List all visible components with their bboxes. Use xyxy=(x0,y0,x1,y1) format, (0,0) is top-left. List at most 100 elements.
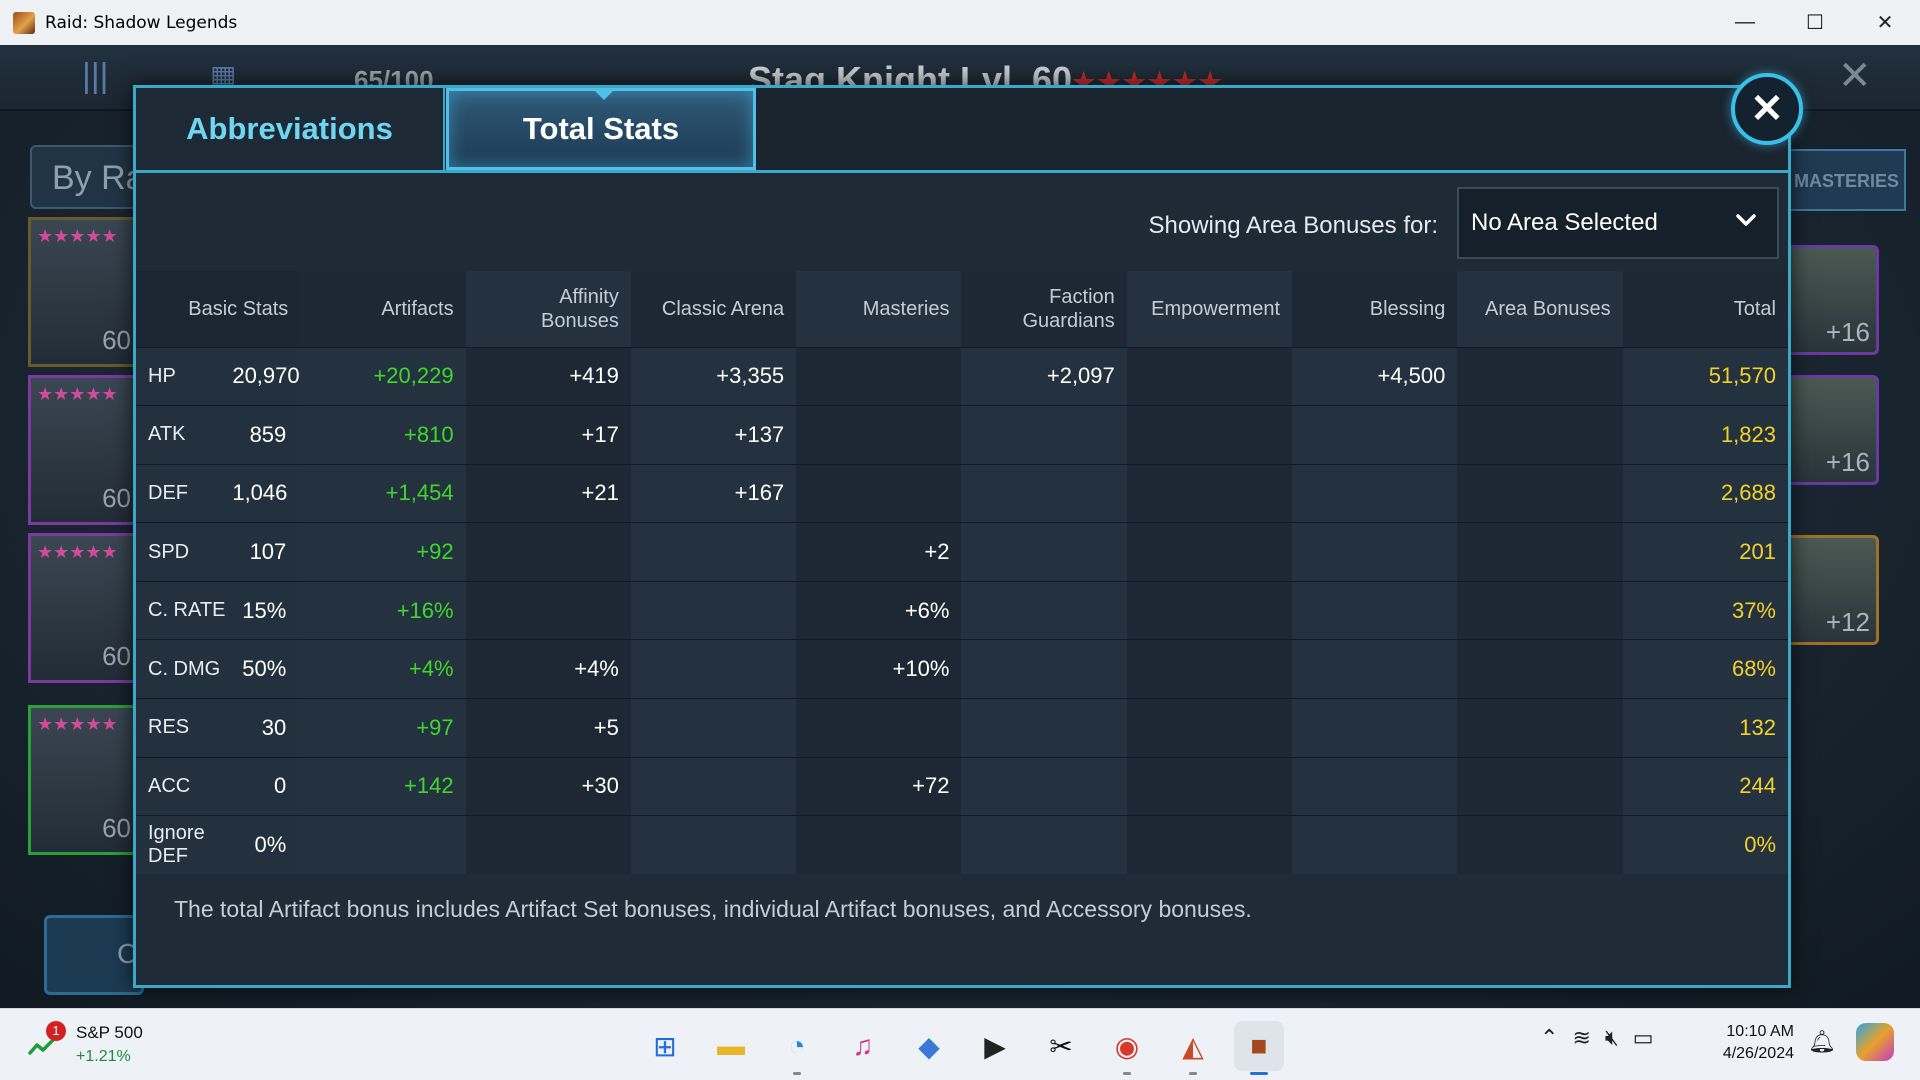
stat-affinity-cell: +17 xyxy=(465,405,631,465)
plarium-play-icon[interactable]: ◭ xyxy=(1168,1021,1218,1075)
itunes-icon[interactable]: ♫ xyxy=(838,1021,888,1071)
gear-level: +16 xyxy=(1825,317,1870,347)
stat-affinity-cell xyxy=(465,815,631,875)
tab-total-stats[interactable]: Total Stats xyxy=(446,88,756,170)
column-header: Blessing xyxy=(1292,271,1458,347)
stat-masteries-cell xyxy=(796,815,962,875)
champion-card[interactable]: ★★★★★ 60 xyxy=(28,705,138,855)
capcut-icon[interactable]: ✂ xyxy=(1036,1021,1086,1071)
stat-name: ACC xyxy=(136,756,233,816)
windows-start-icon[interactable]: ⊞ xyxy=(640,1021,690,1071)
itunes-icon-glyph: ♫ xyxy=(852,1030,874,1061)
file-explorer-icon[interactable]: ▬ xyxy=(706,1021,756,1071)
stat-area-cell xyxy=(1457,522,1623,582)
card-level: 60 xyxy=(102,325,131,355)
sort-by-rank[interactable]: By Ra xyxy=(30,145,150,209)
window-title: Raid: Shadow Legends xyxy=(45,12,238,33)
stat-total-cell: 2,688 xyxy=(1622,463,1788,523)
stat-masteries-cell: +10% xyxy=(796,639,962,699)
stat-masteries-cell: +2 xyxy=(796,522,962,582)
minimize-button[interactable]: — xyxy=(1735,11,1755,33)
stat-empowerment-cell xyxy=(1126,580,1293,640)
bottom-left-button[interactable]: C xyxy=(44,915,144,995)
gear-slot[interactable]: +16 xyxy=(1784,245,1879,355)
stat-name: ATK xyxy=(136,405,233,465)
stock-chart-icon xyxy=(28,1035,56,1063)
stock-widget[interactable]: 1 S&P 500 +1.21% xyxy=(28,1021,158,1071)
menu-bars-icon[interactable]: ||| xyxy=(82,57,109,95)
stat-affinity-cell: +21 xyxy=(465,463,631,523)
taskbar: 1 S&P 500 +1.21% ⊞ ▬ ◔ ♫ ◆ ▶ ✂ ◉ ◭ ■ ⌃ ≋ 🔇︎ ▭ 10:… xyxy=(0,1008,1920,1080)
tray-chevron-up-icon[interactable]: ⌃ xyxy=(1540,1025,1559,1050)
game-launcher-icon[interactable]: ◆ xyxy=(904,1021,954,1071)
taskbar-clock[interactable]: 10:10 AM 4/26/2024 xyxy=(1714,1021,1794,1065)
stat-total-cell: 244 xyxy=(1622,756,1788,816)
stat-faction-cell xyxy=(961,522,1127,582)
gear-slot[interactable]: +12 xyxy=(1784,535,1879,645)
stock-change: +1.21% xyxy=(76,1048,131,1065)
tab-total-stats-label: Total Stats xyxy=(522,111,680,146)
copilot-icon[interactable] xyxy=(1856,1023,1894,1061)
area-select-dropdown[interactable]: No Area Selected xyxy=(1457,187,1779,259)
system-tray: ⌃ ≋ 🔇︎ ▭ xyxy=(1540,1025,1654,1051)
stat-name: C. DMG xyxy=(136,639,233,699)
close-window-button[interactable]: ✕ xyxy=(1876,12,1894,34)
stat-basic-cell: 0 xyxy=(232,756,301,816)
total-stats-dialog: Abbreviations Total Stats Showing Area B… xyxy=(133,85,1791,988)
tab-abbreviations[interactable]: Abbreviations xyxy=(136,88,445,170)
stat-artifacts-cell: +1,454 xyxy=(300,463,466,523)
stat-artifacts-cell: +4% xyxy=(300,639,466,699)
column-header: Basic Stats xyxy=(136,271,301,347)
raid-app-icon[interactable]: ■ xyxy=(1234,1021,1284,1075)
wifi-icon[interactable]: ≋ xyxy=(1572,1025,1591,1050)
edge-browser-icon-glyph: ◔ xyxy=(788,1030,806,1061)
stat-area-cell xyxy=(1457,405,1623,465)
champion-card[interactable]: ★★★★★ 60 xyxy=(28,217,138,367)
notification-badge: 1 xyxy=(46,1021,66,1041)
battery-icon[interactable]: ▭ xyxy=(1632,1025,1654,1050)
card-level: 60 xyxy=(102,483,131,513)
stat-basic-cell: 107 xyxy=(232,522,301,582)
stat-masteries-cell xyxy=(796,698,962,758)
stat-blessing-cell xyxy=(1292,580,1458,640)
column-header: Classic Arena xyxy=(630,271,797,347)
champion-card[interactable]: ★★★★★ 60 xyxy=(28,375,138,525)
column-header: Affinity Bonuses xyxy=(465,271,631,347)
close-dialog-button[interactable]: ✕ xyxy=(1731,73,1803,145)
champion-card[interactable]: ★★★★★ 60 xyxy=(28,533,138,683)
stat-area-cell xyxy=(1457,698,1623,758)
stat-masteries-cell: +6% xyxy=(796,580,962,640)
stat-total-cell: 68% xyxy=(1622,639,1788,699)
stat-faction-cell xyxy=(961,698,1127,758)
stat-affinity-cell xyxy=(465,580,631,640)
stat-affinity-cell: +30 xyxy=(465,756,631,816)
stat-total-cell: 0% xyxy=(1622,815,1788,875)
chrome-icon[interactable]: ◉ xyxy=(1102,1021,1152,1075)
media-player-icon[interactable]: ▶ xyxy=(970,1021,1020,1071)
stats-row: C. DMG 50% +4% +4% +10% 68% xyxy=(136,639,1788,699)
stat-name: DEF xyxy=(136,463,233,523)
stat-arena-cell xyxy=(630,639,797,699)
stat-faction-cell xyxy=(961,639,1127,699)
file-explorer-icon-glyph: ▬ xyxy=(717,1030,745,1061)
stat-affinity-cell: +419 xyxy=(465,346,631,406)
edge-browser-icon[interactable]: ◔ xyxy=(772,1021,822,1075)
card-stars: ★★★★★ xyxy=(37,714,118,734)
volume-muted-icon[interactable]: 🔇︎ xyxy=(1604,1025,1619,1050)
stock-name: S&P 500 xyxy=(76,1023,143,1042)
maximize-button[interactable]: ☐ xyxy=(1806,12,1824,34)
chevron-down-icon xyxy=(1733,207,1759,240)
raid-app-icon xyxy=(13,11,35,34)
column-header: Total xyxy=(1622,271,1788,347)
game-close-icon[interactable]: ✕ xyxy=(1838,54,1872,98)
column-header: Area Bonuses xyxy=(1457,271,1623,347)
stats-row: DEF 1,046 +1,454 +21 +167 2,688 xyxy=(136,463,1788,523)
masteries-button[interactable]: MASTERIES xyxy=(1786,149,1906,211)
stat-artifacts-cell: +16% xyxy=(300,580,466,640)
notification-bell-icon[interactable]: 🔔︎ xyxy=(1808,1029,1836,1054)
stats-row: ACC 0 +142 +30 +72 244 xyxy=(136,756,1788,816)
stat-area-cell xyxy=(1457,639,1623,699)
stats-table: Basic Stats Artifacts Affinity Bonuses C… xyxy=(136,271,1788,875)
stat-arena-cell xyxy=(630,698,797,758)
gear-slot[interactable]: +16 xyxy=(1784,375,1879,485)
